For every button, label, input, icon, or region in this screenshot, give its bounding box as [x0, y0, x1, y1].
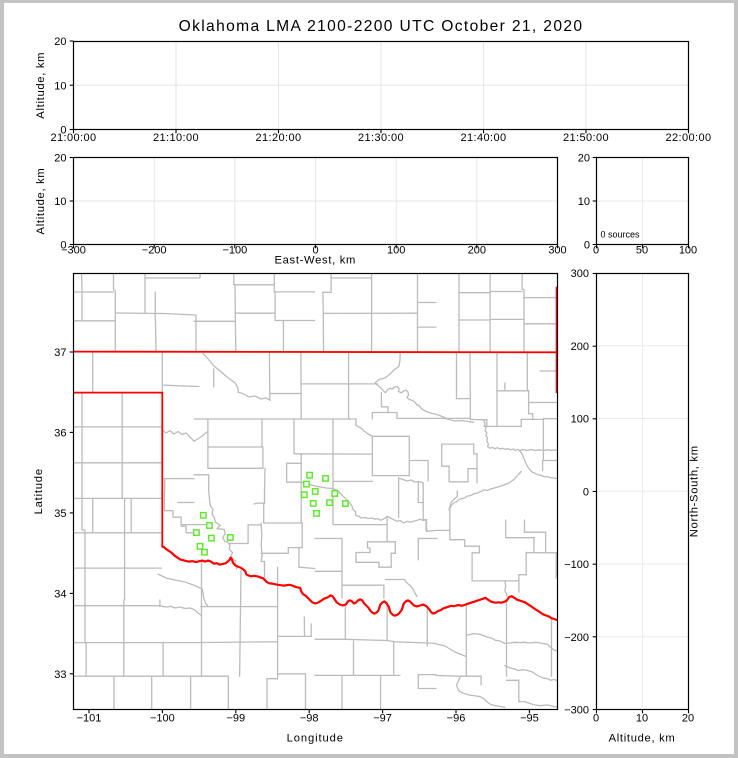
svg-text:21:50:00: 21:50:00 — [563, 132, 609, 144]
svg-text:35: 35 — [54, 508, 66, 520]
svg-text:100: 100 — [679, 245, 697, 257]
svg-text:200: 200 — [571, 341, 589, 353]
svg-text:−200: −200 — [564, 632, 589, 644]
svg-text:−300: −300 — [564, 705, 589, 717]
svg-text:36: 36 — [54, 427, 66, 439]
svg-text:21:30:00: 21:30:00 — [358, 132, 404, 144]
svg-text:20: 20 — [54, 36, 66, 48]
svg-text:10: 10 — [578, 196, 590, 208]
svg-text:20: 20 — [578, 153, 590, 165]
svg-text:21:00:00: 21:00:00 — [50, 132, 96, 144]
svg-text:0: 0 — [593, 713, 599, 725]
svg-text:Latitude: Latitude — [33, 468, 45, 514]
svg-text:0 sources: 0 sources — [601, 230, 641, 240]
svg-text:−200: −200 — [142, 245, 167, 257]
svg-text:22:00:00: 22:00:00 — [665, 132, 711, 144]
svg-text:37: 37 — [54, 347, 66, 359]
svg-text:33: 33 — [54, 669, 66, 681]
svg-text:Altitude, km: Altitude, km — [609, 733, 676, 745]
svg-text:East-West, km: East-West, km — [274, 255, 356, 267]
svg-text:−97: −97 — [373, 713, 392, 725]
svg-text:0: 0 — [583, 486, 589, 498]
svg-text:−100: −100 — [150, 713, 175, 725]
svg-text:10: 10 — [54, 196, 66, 208]
svg-text:Oklahoma LMA 2100-2200 UTC Oct: Oklahoma LMA 2100-2200 UTC October 21, 2… — [179, 18, 584, 35]
svg-text:200: 200 — [468, 245, 486, 257]
svg-text:10: 10 — [54, 80, 66, 92]
svg-text:21:10:00: 21:10:00 — [153, 132, 199, 144]
svg-text:20: 20 — [682, 713, 694, 725]
svg-text:21:20:00: 21:20:00 — [255, 132, 301, 144]
svg-text:100: 100 — [571, 414, 589, 426]
svg-text:Altitude, km: Altitude, km — [35, 52, 47, 119]
svg-text:−96: −96 — [447, 713, 466, 725]
svg-text:Longitude: Longitude — [287, 733, 344, 745]
svg-text:Altitude, km: Altitude, km — [35, 168, 47, 235]
svg-text:0: 0 — [312, 245, 318, 257]
svg-text:−100: −100 — [222, 245, 247, 257]
svg-text:−95: −95 — [520, 713, 539, 725]
svg-text:0: 0 — [593, 245, 599, 257]
svg-text:0: 0 — [60, 240, 66, 252]
svg-text:−99: −99 — [226, 713, 245, 725]
svg-text:50: 50 — [636, 245, 648, 257]
svg-text:−100: −100 — [564, 559, 589, 571]
svg-text:0: 0 — [584, 240, 590, 252]
svg-text:34: 34 — [54, 588, 66, 600]
svg-text:10: 10 — [636, 713, 648, 725]
svg-text:300: 300 — [548, 245, 566, 257]
svg-text:0: 0 — [60, 125, 66, 137]
svg-text:100: 100 — [387, 245, 405, 257]
svg-text:300: 300 — [571, 268, 589, 280]
svg-text:North-South, km: North-South, km — [689, 445, 701, 537]
svg-text:−300: −300 — [61, 245, 86, 257]
svg-text:20: 20 — [54, 153, 66, 165]
svg-text:21:40:00: 21:40:00 — [460, 132, 506, 144]
svg-text:−98: −98 — [300, 713, 319, 725]
svg-text:−101: −101 — [77, 713, 102, 725]
